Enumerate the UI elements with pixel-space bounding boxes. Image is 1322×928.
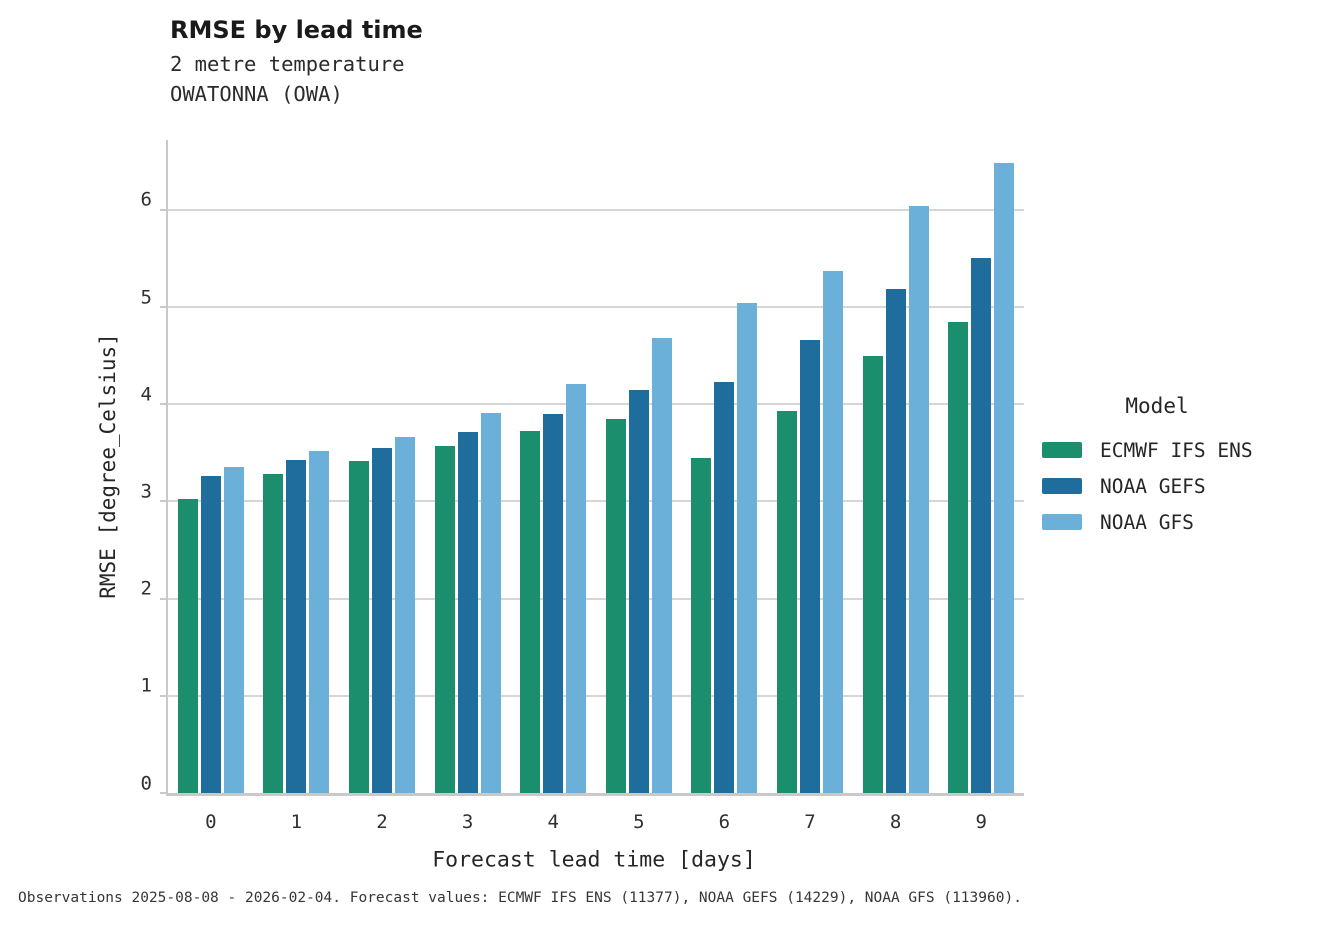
y-tick-mark-2 [160,597,168,600]
legend-label: NOAA GFS [1100,510,1194,534]
bar-ecmwf-ifs-ens-lead-6 [691,457,712,793]
bar-ecmwf-ifs-ens-lead-9 [948,321,969,793]
bar-group-lead-1 [254,140,340,793]
legend-item-noaa-gfs: NOAA GFS [1042,504,1312,540]
y-tick-mark-6 [160,208,168,211]
legend-item-ecmwf-ifs-ens: ECMWF IFS ENS [1042,432,1312,468]
bar-group-lead-0 [168,140,254,793]
bar-group-lead-8 [853,140,939,793]
bar-noaa-gefs-lead-6 [714,381,735,793]
bar-noaa-gefs-lead-2 [371,448,392,793]
bar-group-lead-9 [938,140,1024,793]
bar-noaa-gfs-lead-3 [480,413,501,793]
bar-noaa-gefs-lead-7 [799,340,820,793]
footer-note: Observations 2025-08-08 - 2026-02-04. Fo… [18,890,1022,906]
bar-ecmwf-ifs-ens-lead-0 [177,498,198,793]
x-tick-label-7: 7 [804,811,816,833]
legend-swatch-icon [1042,478,1082,494]
gridline-y-2 [168,597,1024,600]
bar-noaa-gfs-lead-4 [566,383,587,793]
gridline-y-6 [168,208,1024,211]
bar-group-lead-6 [682,140,768,793]
y-tick-mark-3 [160,500,168,503]
legend-swatch-icon [1042,514,1082,530]
bar-noaa-gfs-lead-1 [309,450,330,793]
y-tick-label-6: 6 [140,188,152,211]
bar-noaa-gfs-lead-5 [651,338,672,793]
chart-title: RMSE by lead time [170,16,423,44]
x-tick-label-3: 3 [461,811,474,833]
bar-ecmwf-ifs-ens-lead-2 [348,460,369,793]
y-tick-label-1: 1 [140,674,152,697]
x-tick-label-6: 6 [718,811,731,833]
bar-noaa-gefs-lead-4 [543,414,564,793]
y-tick-mark-5 [160,306,168,309]
legend-swatch-icon [1042,442,1082,458]
bar-ecmwf-ifs-ens-lead-3 [434,446,455,793]
legend: Model ECMWF IFS ENS NOAA GEFS NOAA GFS [1042,394,1312,540]
legend-title: Model [1125,394,1189,418]
gridline-y-4 [168,403,1024,406]
bar-noaa-gfs-lead-6 [737,303,758,793]
x-tick-label-8: 8 [889,811,902,833]
y-tick-label-4: 4 [140,383,152,406]
x-axis-title: Forecast lead time [days] [432,847,756,873]
y-axis-title: RMSE [degree_Celsius] [96,333,120,599]
bar-noaa-gfs-lead-9 [994,163,1015,793]
bar-ecmwf-ifs-ens-lead-1 [263,474,284,793]
x-tick-label-2: 2 [376,811,388,833]
bar-noaa-gfs-lead-8 [908,206,929,793]
gridline-y-3 [168,500,1024,503]
bar-group-lead-5 [596,140,682,793]
bar-noaa-gefs-lead-0 [200,476,221,793]
y-tick-label-2: 2 [140,577,152,600]
bar-ecmwf-ifs-ens-lead-7 [776,411,797,793]
chart-subtitle-variable: 2 metre temperature [170,52,405,76]
gridline-y-1 [168,694,1024,697]
y-tick-mark-1 [160,694,168,697]
bar-group-lead-7 [767,140,853,793]
y-tick-label-5: 5 [140,286,152,309]
x-tick-label-0: 0 [205,811,217,833]
bar-noaa-gfs-lead-0 [223,467,244,793]
legend-item-noaa-gefs: NOAA GEFS [1042,468,1312,504]
bar-noaa-gefs-lead-3 [457,431,478,793]
y-tick-label-3: 3 [140,480,152,503]
bar-noaa-gefs-lead-9 [971,257,992,793]
bar-group-lead-4 [510,140,596,793]
legend-label: ECMWF IFS ENS [1100,438,1253,462]
bar-group-lead-2 [339,140,425,793]
legend-label: NOAA GEFS [1100,474,1206,498]
x-tick-label-4: 4 [547,811,559,833]
gridline-y-5 [168,306,1024,309]
chart-subtitle-station: OWATONNA (OWA) [170,82,343,106]
plot-area: 0 1 2 3 4 5 6 0 1 2 3 4 5 6 7 8 9 [141,140,1024,832]
bar-ecmwf-ifs-ens-lead-8 [862,355,883,793]
x-tick-label-5: 5 [633,811,645,833]
bar-noaa-gefs-lead-8 [885,288,906,793]
bar-noaa-gefs-lead-5 [628,389,649,793]
y-tick-label-0: 0 [140,772,152,794]
x-tick-label-1: 1 [290,811,303,833]
bar-noaa-gfs-lead-7 [822,271,843,793]
y-tick-mark-0 [160,792,168,794]
bar-noaa-gefs-lead-1 [286,459,307,793]
bar-ecmwf-ifs-ens-lead-5 [605,418,626,793]
y-tick-mark-4 [160,403,168,406]
bar-noaa-gfs-lead-2 [394,437,415,793]
bar-group-lead-3 [425,140,511,793]
x-tick-label-9: 9 [975,811,987,833]
bar-ecmwf-ifs-ens-lead-4 [520,430,541,793]
